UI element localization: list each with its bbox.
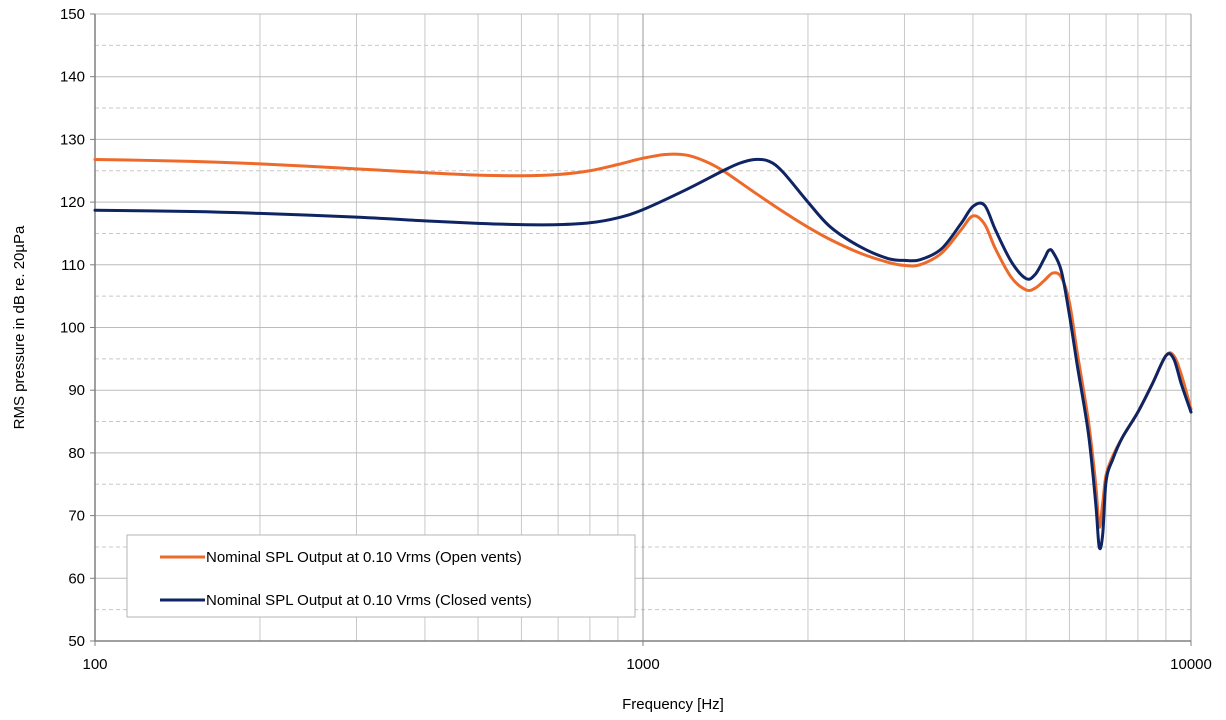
legend-label-open-vents: Nominal SPL Output at 0.10 Vrms (Open ve… bbox=[206, 549, 522, 566]
legend-box bbox=[126, 534, 636, 618]
y-tick-label: 140 bbox=[60, 69, 85, 86]
x-tick-label: 1000 bbox=[626, 656, 659, 673]
x-tick-labels: 100 1000 10000 bbox=[82, 656, 1211, 673]
y-tick-label: 100 bbox=[60, 320, 85, 337]
y-tick-label: 60 bbox=[68, 570, 85, 587]
series-line-closed-vents bbox=[93, 157, 1193, 551]
y-tick-label: 80 bbox=[68, 445, 85, 462]
y-tick-label: 130 bbox=[60, 131, 85, 148]
y-tick-label: 70 bbox=[68, 508, 85, 525]
x-axis-title: Frequency [Hz] bbox=[622, 696, 724, 713]
data-series bbox=[93, 152, 1193, 551]
x-tick-label: 100 bbox=[82, 656, 107, 673]
y-axis-title: RMS pressure in dB re. 20µPa bbox=[11, 225, 28, 429]
y-tick-label: 50 bbox=[68, 633, 85, 650]
axes bbox=[90, 13, 1192, 646]
y-tick-labels: 50 60 70 80 90 100 110 120 130 140 150 bbox=[60, 6, 85, 650]
legend-label-closed-vents: Nominal SPL Output at 0.10 Vrms (Closed … bbox=[206, 592, 532, 609]
y-tick-label: 110 bbox=[61, 257, 85, 274]
legend: Nominal SPL Output at 0.10 Vrms (Open ve… bbox=[126, 534, 636, 618]
y-tick-label: 90 bbox=[68, 382, 85, 399]
x-tick-label: 10000 bbox=[1170, 656, 1212, 673]
y-tick-label: 120 bbox=[60, 194, 85, 211]
y-tick-label: 150 bbox=[60, 6, 85, 23]
